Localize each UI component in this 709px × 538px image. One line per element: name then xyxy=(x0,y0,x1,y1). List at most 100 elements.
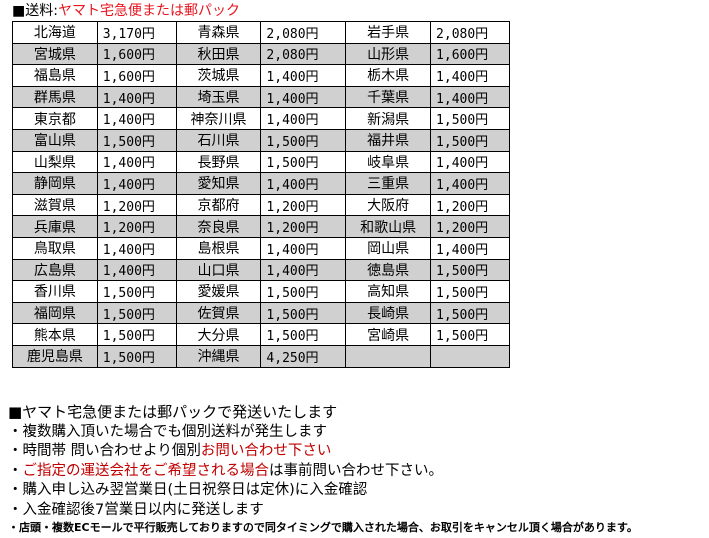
price-cell: 1,200円 xyxy=(96,193,177,217)
price-cell: 1,500円 xyxy=(96,280,177,303)
price-cell: 1,400円 xyxy=(430,236,510,260)
note-text: は事前問い合わせ下さい。 xyxy=(269,462,443,479)
note-line: ・時間帯 問い合わせより個別お問い合わせ下さい xyxy=(8,442,638,462)
price-cell: 1,400円 xyxy=(260,172,347,195)
table-row: 鹿児島県 1,500円 沖縄県 4,250円 xyxy=(12,344,510,368)
prefecture-cell: 岐阜県 xyxy=(345,150,432,174)
prefecture-cell: 熊本県 xyxy=(12,323,98,346)
note-text: ・ xyxy=(8,462,23,479)
table-row: 宮城県 1,600円 秋田県 2,080円 山形県 1,600円 xyxy=(12,42,510,66)
price-cell: 1,400円 xyxy=(430,150,510,174)
price-cell: 1,500円 xyxy=(430,323,510,346)
prefecture-cell: 広島県 xyxy=(12,258,98,282)
prefecture-cell: 東京都 xyxy=(12,107,98,130)
price-cell: 1,500円 xyxy=(260,280,347,303)
note-line: ・入金確認後7営業日以内に発送します xyxy=(8,501,264,518)
prefecture-cell: 愛媛県 xyxy=(175,280,262,303)
prefecture-cell: 長野県 xyxy=(175,150,262,174)
prefecture-cell: 愛知県 xyxy=(175,172,262,195)
price-cell: 1,400円 xyxy=(430,85,510,109)
price-cell: 1,200円 xyxy=(96,215,177,238)
table-row: 鳥取県 1,400円 島根県 1,400円 岡山県 1,400円 xyxy=(12,236,510,260)
prefecture-cell: 沖縄県 xyxy=(175,344,262,368)
prefecture-cell: 千葉県 xyxy=(345,85,432,109)
prefecture-cell: 茨城県 xyxy=(175,64,262,87)
prefecture-cell: 奈良県 xyxy=(175,215,262,238)
prefecture-cell: 三重県 xyxy=(345,172,432,195)
prefecture-cell: 北海道 xyxy=(12,21,98,44)
price-cell xyxy=(430,344,510,368)
price-cell: 1,400円 xyxy=(260,258,347,282)
table-row: 富山県 1,500円 石川県 1,500円 福井県 1,500円 xyxy=(12,128,510,152)
table-row: 山梨県 1,400円 長野県 1,500円 岐阜県 1,400円 xyxy=(12,150,510,174)
price-cell: 1,500円 xyxy=(430,258,510,282)
prefecture-cell: 石川県 xyxy=(175,128,262,152)
prefecture-cell: 鳥取県 xyxy=(12,236,98,260)
price-cell: 3,170円 xyxy=(96,21,177,44)
prefecture-cell: 神奈川県 xyxy=(175,107,262,130)
table-row: 福岡県 1,500円 佐賀県 1,500円 長崎県 1,500円 xyxy=(12,301,510,325)
price-cell: 1,500円 xyxy=(96,301,177,325)
table-row: 群馬県 1,400円 埼玉県 1,400円 千葉県 1,400円 xyxy=(12,85,510,109)
shipping-fee-table: 北海道 3,170円 青森県 2,080円 岩手県 2,080円 宮城県 1,600円 秋田県 2… xyxy=(12,21,510,368)
prefecture-cell: 山口県 xyxy=(175,258,262,282)
prefecture-cell: 群馬県 xyxy=(12,85,98,109)
prefecture-cell: 青森県 xyxy=(175,21,262,44)
table-row: 滋賀県 1,200円 京都府 1,200円 大阪府 1,200円 xyxy=(12,193,510,217)
price-cell: 1,400円 xyxy=(96,85,177,109)
note-text: ・時間帯 問い合わせより個別 xyxy=(8,443,201,459)
prefecture-cell: 新潟県 xyxy=(345,107,432,130)
price-cell: 1,500円 xyxy=(96,344,177,368)
price-cell: 1,600円 xyxy=(96,64,177,87)
note-highlight: お問い合わせ下さい xyxy=(200,443,332,459)
price-cell: 1,500円 xyxy=(430,301,510,325)
table-row: 福島県 1,600円 茨城県 1,400円 栃木県 1,400円 xyxy=(12,64,510,87)
prefecture-cell: 鹿児島県 xyxy=(12,344,98,368)
price-cell: 1,600円 xyxy=(430,42,510,66)
prefecture-cell: 福井県 xyxy=(345,128,432,152)
prefecture-cell: 埼玉県 xyxy=(175,85,262,109)
prefecture-cell: 大阪府 xyxy=(345,193,432,217)
note-line: ・店頭・複数ECモールで平行販売しておりますので同タイミングで購入された場合、お… xyxy=(8,521,638,534)
price-cell: 1,500円 xyxy=(260,150,347,174)
table-row: 熊本県 1,500円 大分県 1,500円 宮崎県 1,500円 xyxy=(12,323,510,346)
note-highlight: ご指定の運送会社をご希望される場合 xyxy=(22,462,270,479)
prefecture-cell: 滋賀県 xyxy=(12,193,98,217)
price-cell: 4,250円 xyxy=(260,344,347,368)
table-row: 広島県 1,400円 山口県 1,400円 徳島県 1,500円 xyxy=(12,258,510,282)
price-cell: 1,500円 xyxy=(96,323,177,346)
prefecture-cell: 秋田県 xyxy=(175,42,262,66)
prefecture-cell: 和歌山県 xyxy=(345,215,432,238)
price-cell: 1,500円 xyxy=(260,323,347,346)
prefecture-cell: 山梨県 xyxy=(12,150,98,174)
prefecture-cell: 徳島県 xyxy=(345,258,432,282)
price-cell: 1,400円 xyxy=(430,64,510,87)
price-cell: 1,200円 xyxy=(260,215,347,238)
price-cell: 1,400円 xyxy=(96,258,177,282)
prefecture-cell: 島根県 xyxy=(175,236,262,260)
prefecture-cell: 岡山県 xyxy=(345,236,432,260)
prefecture-cell: 高知県 xyxy=(345,280,432,303)
title-prefix: ■送料: xyxy=(12,3,58,19)
price-cell: 1,400円 xyxy=(96,107,177,130)
price-cell: 1,400円 xyxy=(430,172,510,195)
price-cell: 1,400円 xyxy=(260,64,347,87)
prefecture-cell: 京都府 xyxy=(175,193,262,217)
table-row: 静岡県 1,400円 愛知県 1,400円 三重県 1,400円 xyxy=(12,172,510,195)
prefecture-cell: 長崎県 xyxy=(345,301,432,325)
prefecture-cell xyxy=(345,344,432,368)
price-cell: 1,200円 xyxy=(430,215,510,238)
prefecture-cell: 山形県 xyxy=(345,42,432,66)
price-cell: 1,400円 xyxy=(96,150,177,174)
price-cell: 1,500円 xyxy=(260,128,347,152)
price-cell: 2,080円 xyxy=(260,21,347,44)
price-cell: 1,500円 xyxy=(430,107,510,130)
shipping-notes: ■ヤマト宅急便または郵パックで発送いたします ・複数購入頂いた場合でも個別送料が… xyxy=(8,403,638,536)
prefecture-cell: 兵庫県 xyxy=(12,215,98,238)
prefecture-cell: 富山県 xyxy=(12,128,98,152)
price-cell: 1,200円 xyxy=(430,193,510,217)
note-line: ・ご指定の運送会社をご希望される場合は事前問い合わせ下さい。 xyxy=(8,462,638,482)
prefecture-cell: 静岡県 xyxy=(12,172,98,195)
price-cell: 2,080円 xyxy=(430,21,510,44)
price-cell: 1,600円 xyxy=(96,42,177,66)
